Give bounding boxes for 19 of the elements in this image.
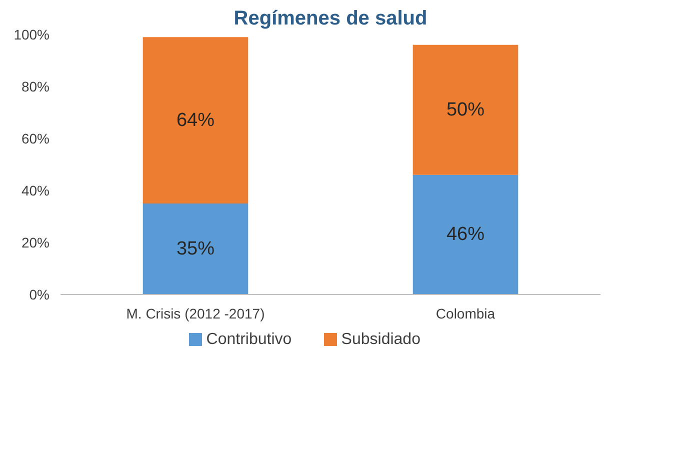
data-label: 35% bbox=[176, 238, 215, 260]
bar bbox=[412, 174, 518, 294]
x-tick-label: Colombia bbox=[436, 306, 496, 322]
bar bbox=[412, 44, 518, 175]
data-label: 64% bbox=[176, 110, 215, 131]
y-tick-label: 40% bbox=[21, 182, 50, 198]
chart-title: Regímenes de salud bbox=[234, 8, 428, 30]
y-tick-label: 0% bbox=[29, 286, 50, 302]
y-tick-label: 20% bbox=[21, 234, 50, 250]
y-tick-label: 100% bbox=[14, 26, 50, 42]
bar bbox=[142, 37, 248, 204]
x-tick-label: M. Crisis (2012 -2017) bbox=[126, 306, 265, 322]
legend-label: Subsidiado bbox=[341, 331, 421, 348]
y-tick-label: 80% bbox=[21, 78, 50, 94]
bar bbox=[142, 204, 248, 294]
y-tick-label: 60% bbox=[21, 130, 50, 146]
data-label: 46% bbox=[446, 224, 485, 246]
data-label: 50% bbox=[446, 99, 485, 120]
legend-label: Contributivo bbox=[206, 331, 292, 348]
